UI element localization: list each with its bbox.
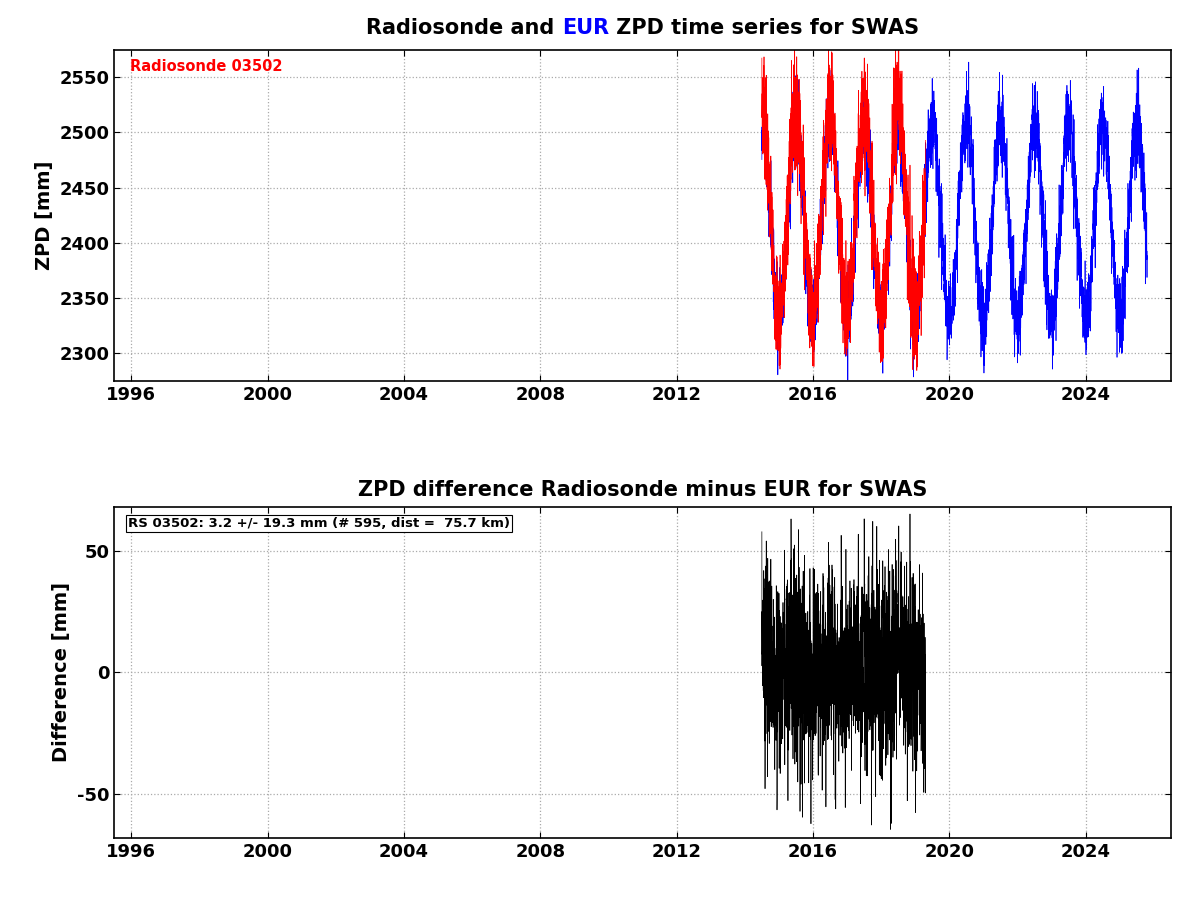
Y-axis label: Difference [mm]: Difference [mm] <box>52 582 71 762</box>
Text: Radiosonde 03502: Radiosonde 03502 <box>130 59 282 75</box>
Text: RS 03502: 3.2 +/- 19.3 mm (# 595, dist =  75.7 km): RS 03502: 3.2 +/- 19.3 mm (# 595, dist =… <box>127 516 510 530</box>
Y-axis label: ZPD [mm]: ZPD [mm] <box>35 160 54 270</box>
Text: EUR: EUR <box>562 18 609 38</box>
Text: Radiosonde and: Radiosonde and <box>366 18 562 38</box>
Text: ZPD time series for SWAS: ZPD time series for SWAS <box>609 18 919 38</box>
Title: ZPD difference Radiosonde minus EUR for SWAS: ZPD difference Radiosonde minus EUR for … <box>358 479 927 499</box>
